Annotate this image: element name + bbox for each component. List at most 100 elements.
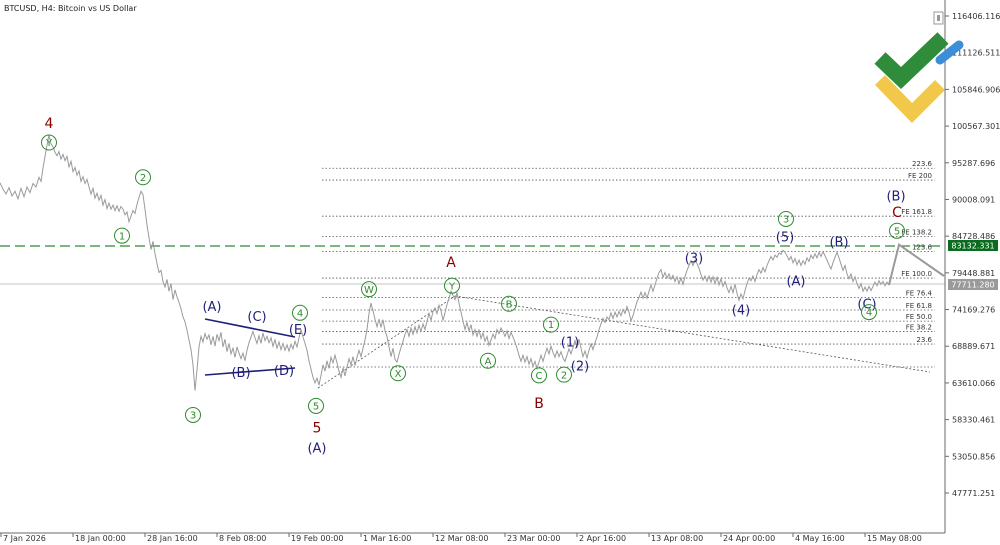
x-tick-label: 15 May 08:00 [867,534,922,543]
brand-logo-icon [874,32,964,123]
ask-price-tag-text: 83132.331 [951,242,994,251]
x-tick-label: 19 Feb 00:00 [291,534,343,543]
wave-label-circle [114,227,130,244]
wave-label: 1 [548,320,554,331]
fib-level-label: FE 61.8 [906,302,932,310]
window-toggle-icon[interactable] [933,11,944,25]
fib-level-label: 123.6 [912,244,933,252]
wave-label: 3 [783,215,789,226]
wave-label: A [446,255,456,271]
wave-label: (B) [829,236,848,251]
wave-label-circle [543,316,559,333]
wave-label: (B) [231,366,250,381]
y-tick-label: 116406.116 [952,12,1000,21]
wave-label-circle [889,222,905,239]
wave-label: Y [45,138,53,149]
y-tick-label: 58330.461 [952,416,995,425]
fib-level-label: FE 38.2 [906,324,932,332]
channel-line-upper [454,295,931,373]
y-tick-label: 100567.301 [952,122,1000,131]
x-tick-label: 28 Jan 16:00 [147,534,198,543]
y-tick-label: 74169.276 [952,306,995,315]
x-tick-label: 7 Jan 2026 [3,534,46,543]
x-tick-label: 1 Mar 16:00 [363,534,411,543]
fib-level-label: FE 76.4 [906,290,933,298]
wave-label: (D) [274,364,294,379]
wave-label-circle [308,397,324,414]
current-price-tag [948,279,998,290]
price-line [0,134,890,391]
wave-label-circle [41,134,57,151]
wave-label-circle [444,277,460,294]
wave-label-circle [531,367,547,384]
wave-label: (4) [732,304,750,319]
wave-label-circle [390,365,406,382]
wave-label-circle [361,281,377,298]
y-axis-ticks: 116406.116 111126.511 105846.906 100567.301… [945,12,1000,498]
x-axis-ticks: 7 Jan 2026 18 Jan 00:00 28 Jan 16:00 8 Feb … [0,533,922,543]
wave-label: 5 [313,402,319,413]
x-tick-label: 13 Apr 08:00 [651,534,703,543]
ask-price-tag [948,240,998,251]
fib-level-label: FE 161.8 [901,208,932,216]
wave-label: 5 [313,421,322,437]
fib-level-label: FE 138.2 [901,228,932,236]
wave-label-circle [292,304,308,321]
x-tick-label: 4 May 16:00 [795,534,845,543]
x-tick-label: 18 Jan 00:00 [75,534,126,543]
wave-label-circle [480,352,496,369]
wave-label: (A) [786,275,805,290]
y-tick-label: 90008.091 [952,195,995,204]
channel-line-lower [317,295,456,389]
y-tick-label: 47771.251 [952,489,995,498]
fib-level-label: FE 200 [908,172,932,180]
wave-label: B [534,396,544,412]
wave-label: (A) [202,300,221,315]
wave-label: 4 [45,116,54,132]
wave-label: (3) [685,252,703,267]
y-tick-label: 84728.486 [952,232,995,241]
triangle-upper-line [204,318,296,338]
fib-level-label: FE 50.0 [906,313,932,321]
x-tick-label: 12 Mar 08:00 [435,534,488,543]
trend-lines [0,245,945,389]
current-price-tag-text: 77711.280 [951,281,994,290]
x-tick-label: 23 Mar 00:00 [507,534,560,543]
wave-label: A [485,356,492,367]
triangle-lower-line [204,367,296,376]
wave-label: C [536,371,543,382]
wave-label: (1) [561,336,579,351]
chart-title: BTCUSD, H4: Bitcoin vs US Dollar [4,4,137,13]
wave-label: C [892,205,902,221]
wave-label-circle [861,304,877,321]
wave-label: 2 [561,370,567,381]
x-tick-label: 2 Apr 16:00 [579,534,626,543]
wave-label: B [506,299,513,310]
y-tick-label: 79448.881 [952,269,995,278]
wave-label: X [395,369,402,380]
price-series [0,134,945,391]
wave-label-circle [185,406,201,423]
wave-label: 1 [119,231,125,242]
wave-label-circle [778,210,794,227]
price-tags: 83132.331 77711.280 [948,240,998,290]
wave-label-circle [135,169,151,186]
fib-level-label: FE 100.0 [901,270,932,278]
wave-label: 4 [297,308,303,319]
wave-label: 5 [894,226,900,237]
x-tick-label: 8 Feb 08:00 [219,534,266,543]
y-tick-label: 53050.856 [952,452,995,461]
wave-label: (C) [247,310,266,325]
wave-label: Y [448,281,456,292]
wave-label: (E) [289,323,307,338]
y-tick-label: 111126.511 [952,49,1000,58]
wave-label: (5) [776,231,794,246]
y-tick-label: 95287.696 [952,159,995,168]
wave-label: (2) [571,359,589,374]
y-tick-label: 68889.671 [952,342,995,351]
